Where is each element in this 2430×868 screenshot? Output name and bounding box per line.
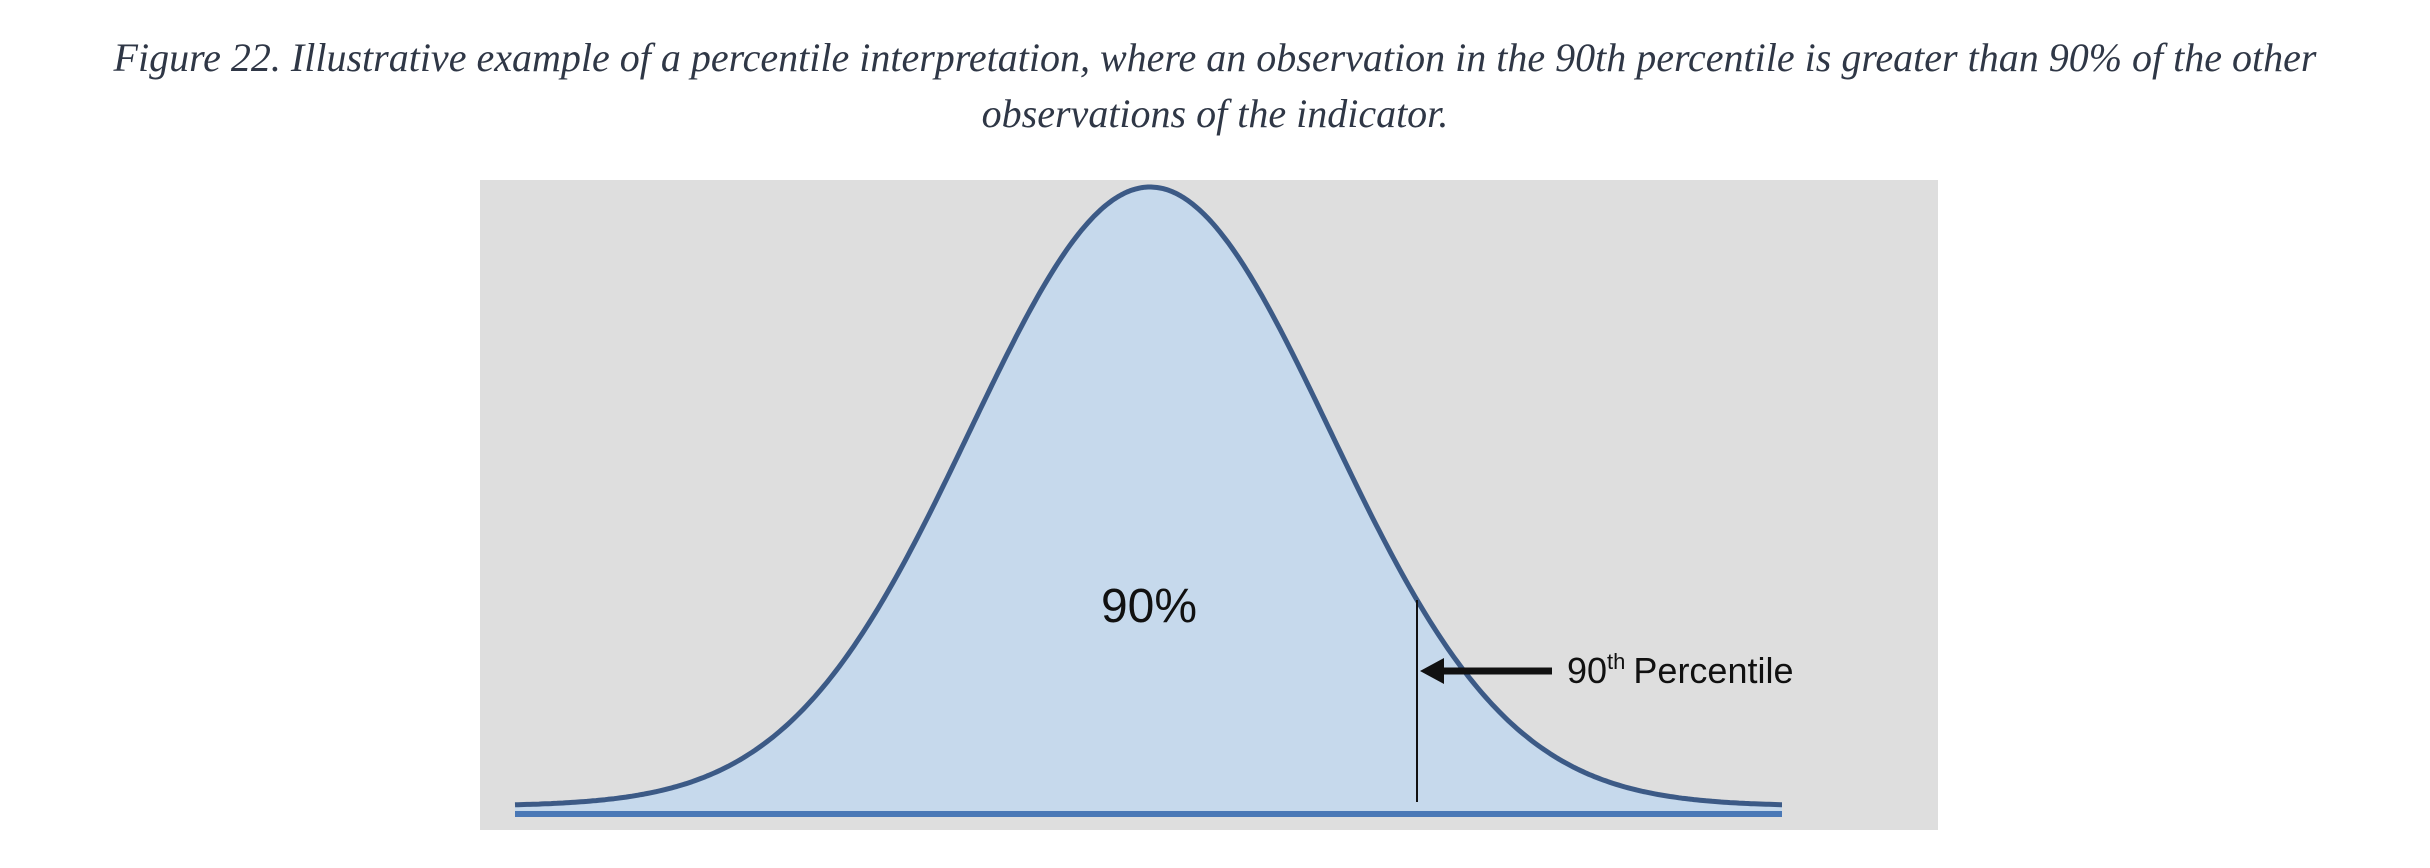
distribution-area xyxy=(515,187,1782,814)
percentile-label: 90th Percentile xyxy=(1567,649,1794,691)
area-percent-label: 90% xyxy=(1101,580,1197,633)
caption-line-2: observations of the indicator. xyxy=(981,91,1449,136)
caption-line-1: Figure 22. Illustrative example of a per… xyxy=(113,35,2317,80)
distribution-curve xyxy=(514,184,1784,808)
percentile-label-suffix: th xyxy=(1607,649,1625,674)
figure-caption: Figure 22. Illustrative example of a per… xyxy=(0,30,2430,142)
bell-curve-diagram: 90% 90th Percentile xyxy=(514,184,1794,817)
percentile-label-number: 90 xyxy=(1567,650,1607,691)
percentile-arrow-head xyxy=(1420,658,1444,684)
percentile-label-text: Percentile xyxy=(1633,650,1793,691)
percentile-figure: 90% 90th Percentile xyxy=(480,180,1938,830)
